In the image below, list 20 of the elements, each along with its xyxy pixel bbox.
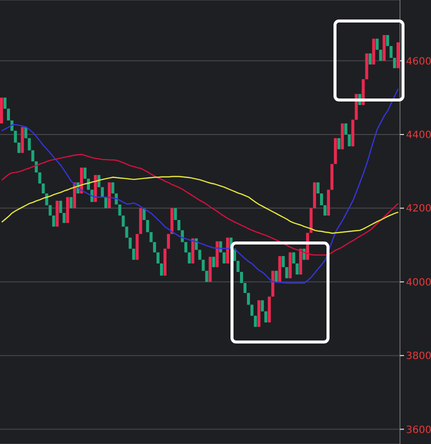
y-tick-label: 4400 — [406, 130, 431, 142]
candlestick — [379, 49, 382, 62]
candlestick — [184, 242, 188, 253]
y-tick-label: 3800 — [406, 351, 431, 362]
line-series — [1, 154, 399, 256]
candlestick — [59, 200, 62, 214]
line-series — [1, 88, 399, 284]
candlestick — [6, 108, 10, 121]
candlestick — [153, 242, 156, 253]
y-tick-label: 4000 — [406, 277, 431, 288]
y-tick-label: 4600 — [406, 56, 431, 68]
candlestick — [17, 142, 20, 154]
line-series — [1, 176, 399, 234]
candlestick — [250, 304, 254, 316]
candlestick — [132, 248, 136, 260]
candlestick — [174, 208, 177, 220]
y-tick-label: 4200 — [406, 204, 431, 215]
y-tick-label: 3600 — [406, 424, 431, 436]
candlestick — [28, 138, 31, 151]
candlestick — [390, 46, 393, 58]
